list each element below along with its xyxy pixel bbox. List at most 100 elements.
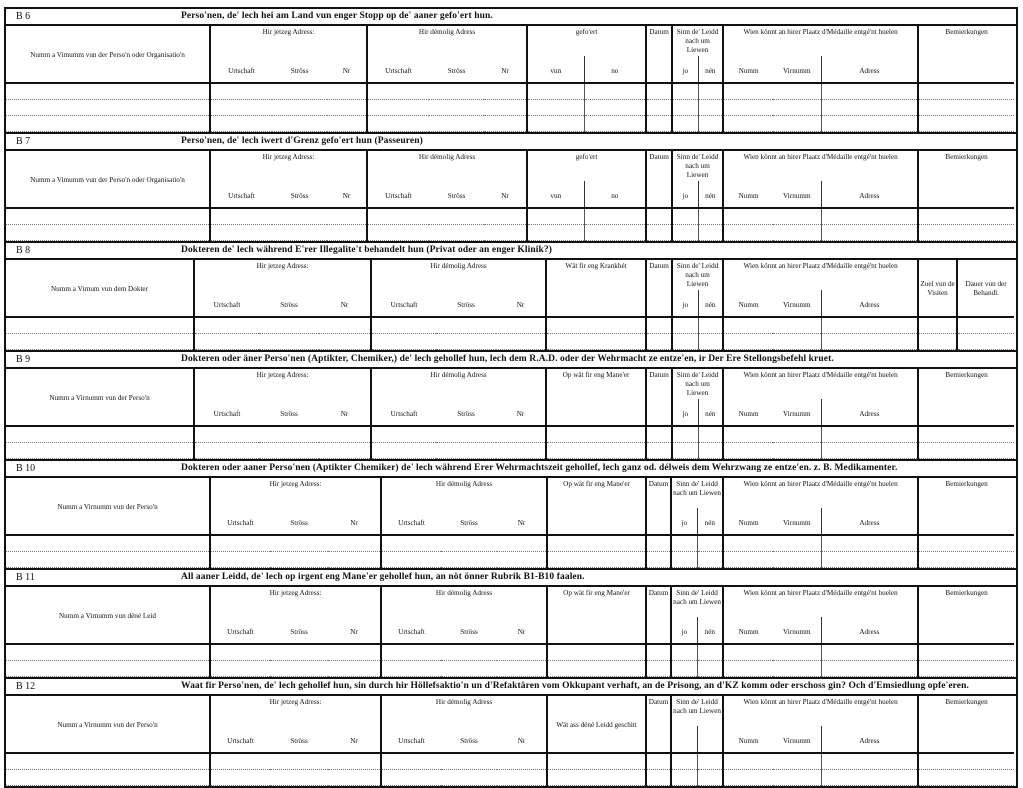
entry-cell[interactable] (6, 752, 210, 786)
entry-cell[interactable] (270, 752, 328, 786)
entry-cell[interactable] (722, 207, 774, 241)
entry-cell[interactable] (546, 534, 647, 568)
entry-cell[interactable] (773, 534, 822, 568)
entry-cell[interactable] (380, 643, 442, 677)
entry-cell[interactable] (429, 207, 485, 241)
entry-cell[interactable] (328, 643, 382, 677)
entry-cell[interactable] (193, 316, 259, 350)
entry-cell[interactable] (546, 752, 647, 786)
entry-cell[interactable] (696, 752, 724, 786)
entry-cell[interactable] (722, 425, 774, 459)
entry-cell[interactable] (820, 752, 919, 786)
entry-cell[interactable] (645, 752, 672, 786)
entry-cell[interactable] (722, 752, 774, 786)
entry-cell[interactable] (328, 534, 382, 568)
entry-cell[interactable] (436, 316, 497, 350)
entry-cell[interactable] (645, 643, 672, 677)
entry-cell[interactable] (917, 316, 958, 350)
entry-cell[interactable] (6, 82, 210, 132)
entry-cell[interactable] (645, 425, 673, 459)
entry-cell[interactable] (956, 316, 1015, 350)
entry-cell[interactable] (697, 425, 724, 459)
entry-cell[interactable] (209, 752, 270, 786)
entry-cell[interactable] (583, 82, 647, 132)
entry-cell[interactable] (697, 207, 724, 241)
entry-cell[interactable] (545, 425, 647, 459)
entry-cell[interactable] (820, 316, 919, 350)
entry-cell[interactable] (697, 316, 724, 350)
entry-cell[interactable] (917, 534, 1015, 568)
entry-cell[interactable] (583, 207, 647, 241)
entry-cell[interactable] (496, 316, 547, 350)
entry-cell[interactable] (773, 207, 822, 241)
entry-cell[interactable] (441, 643, 498, 677)
entry-cell[interactable] (327, 207, 368, 241)
entry-cell[interactable] (441, 752, 498, 786)
entry-cell[interactable] (645, 316, 673, 350)
entry-cell[interactable] (722, 534, 774, 568)
entry-cell[interactable] (209, 534, 270, 568)
entry-cell[interactable] (670, 643, 698, 677)
entry-cell[interactable] (722, 316, 774, 350)
entry-cell[interactable] (773, 425, 822, 459)
entry-cell[interactable] (497, 534, 548, 568)
entry-cell[interactable] (327, 82, 368, 132)
entry-cell[interactable] (209, 643, 270, 677)
entry-cell[interactable] (209, 207, 272, 241)
entry-cell[interactable] (696, 534, 724, 568)
entry-cell[interactable] (917, 752, 1015, 786)
entry-cell[interactable] (380, 752, 442, 786)
entry-cell[interactable] (671, 82, 699, 132)
entry-cell[interactable] (773, 752, 822, 786)
entry-cell[interactable] (546, 643, 647, 677)
entry-cell[interactable] (366, 207, 430, 241)
entry-cell[interactable] (526, 207, 585, 241)
entry-cell[interactable] (6, 643, 210, 677)
entry-cell[interactable] (773, 82, 822, 132)
entry-cell[interactable] (272, 207, 327, 241)
entry-cell[interactable] (696, 643, 724, 677)
entry-cell[interactable] (496, 425, 547, 459)
entry-cell[interactable] (917, 425, 1015, 459)
entry-cell[interactable] (328, 752, 382, 786)
entry-cell[interactable] (773, 316, 822, 350)
entry-cell[interactable] (193, 425, 259, 459)
entry-cell[interactable] (671, 316, 699, 350)
entry-cell[interactable] (917, 82, 1015, 132)
entry-cell[interactable] (820, 82, 919, 132)
entry-cell[interactable] (645, 207, 673, 241)
entry-cell[interactable] (209, 82, 272, 132)
entry-cell[interactable] (272, 82, 327, 132)
entry-cell[interactable] (270, 643, 328, 677)
entry-cell[interactable] (820, 534, 919, 568)
entry-cell[interactable] (6, 534, 210, 568)
entry-cell[interactable] (319, 316, 372, 350)
entry-cell[interactable] (484, 82, 528, 132)
entry-cell[interactable] (545, 316, 647, 350)
entry-cell[interactable] (270, 534, 328, 568)
entry-cell[interactable] (820, 425, 919, 459)
entry-cell[interactable] (820, 643, 919, 677)
entry-cell[interactable] (697, 82, 724, 132)
entry-cell[interactable] (526, 82, 585, 132)
entry-cell[interactable] (436, 425, 497, 459)
entry-cell[interactable] (366, 82, 430, 132)
entry-cell[interactable] (259, 425, 319, 459)
entry-cell[interactable] (917, 207, 1015, 241)
entry-cell[interactable] (722, 82, 774, 132)
entry-cell[interactable] (6, 425, 194, 459)
entry-cell[interactable] (645, 82, 673, 132)
entry-cell[interactable] (670, 534, 698, 568)
entry-cell[interactable] (671, 207, 699, 241)
entry-cell[interactable] (441, 534, 498, 568)
entry-cell[interactable] (773, 643, 822, 677)
entry-cell[interactable] (6, 316, 194, 350)
entry-cell[interactable] (484, 207, 528, 241)
entry-cell[interactable] (722, 643, 774, 677)
entry-cell[interactable] (380, 534, 442, 568)
entry-cell[interactable] (645, 534, 672, 568)
entry-cell[interactable] (820, 207, 919, 241)
entry-cell[interactable] (671, 425, 699, 459)
entry-cell[interactable] (497, 643, 548, 677)
entry-cell[interactable] (917, 643, 1015, 677)
